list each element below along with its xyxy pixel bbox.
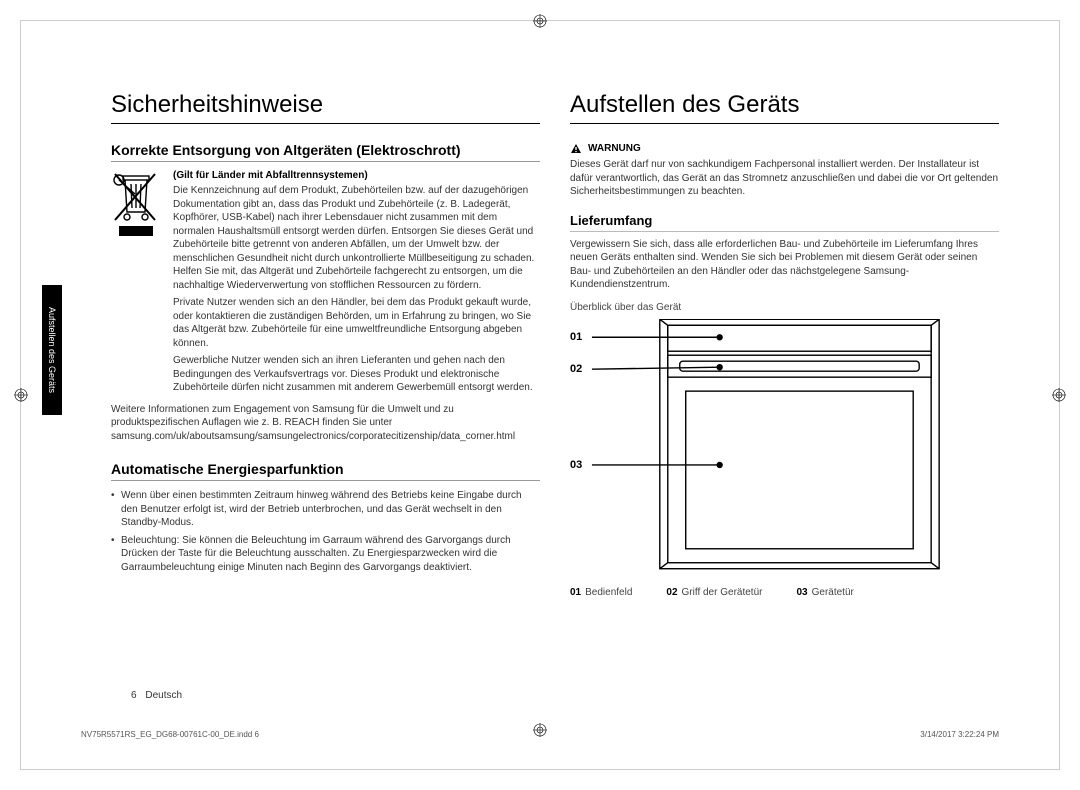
heading-setup: Aufstellen des Geräts: [570, 91, 999, 124]
overview-label: Überblick über das Gerät: [570, 302, 999, 313]
print-stamp: 3/14/2017 3:22:24 PM: [920, 730, 999, 739]
heading-safety: Sicherheitshinweise: [111, 91, 540, 124]
callout-02: 02: [570, 363, 582, 375]
weee-icon: [111, 170, 161, 245]
section-tab-label: Aufstellen des Geräts: [47, 307, 57, 393]
reg-mark-left: [14, 388, 28, 402]
print-file: NV75R5571RS_EG_DG68-00761C-00_DE.indd 6: [81, 730, 259, 739]
diagram-legend: 01Bedienfeld 02Griff der Gerätetür 03Ger…: [570, 587, 999, 598]
warning-row: WARNUNG: [570, 142, 999, 154]
warning-label: WARNUNG: [588, 143, 641, 154]
left-column: Sicherheitshinweise Korrekte Entsorgung …: [111, 91, 540, 661]
energy-b2: Beleuchtung: Sie können die Beleuchtung …: [111, 534, 540, 575]
more-info: Weitere Informationen zum Engagement von…: [111, 403, 540, 444]
right-column: Aufstellen des Geräts WARNUNG Dieses Ger…: [570, 91, 999, 661]
disposal-p1: Die Kennzeichnung auf dem Produkt, Zubeh…: [173, 184, 540, 292]
scope-text: Vergewissern Sie sich, dass alle erforde…: [570, 238, 999, 292]
heading-energy: Automatische Energiesparfunktion: [111, 461, 540, 481]
oven-diagram: 01 02 03: [570, 319, 999, 579]
disposal-p3: Gewerbliche Nutzer wenden sich an ihren …: [173, 354, 540, 395]
disposal-text: (Gilt für Länder mit Abfalltrennsystemen…: [173, 170, 540, 395]
page-number: 6: [131, 690, 137, 701]
warning-icon: [570, 142, 582, 154]
content-columns: Sicherheitshinweise Korrekte Entsorgung …: [21, 21, 1059, 661]
disposal-p2: Private Nutzer wenden sich an den Händle…: [173, 296, 540, 350]
legend-item-02: 02Griff der Gerätetür: [666, 587, 762, 598]
heading-disposal: Korrekte Entsorgung von Altgeräten (Elek…: [111, 142, 540, 162]
warning-text: Dieses Gerät darf nur von sachkundigem F…: [570, 158, 999, 199]
page-footer: 6 Deutsch: [131, 690, 182, 701]
reg-mark-right: [1052, 388, 1066, 402]
energy-b1: Wenn über einen bestimmten Zeitraum hinw…: [111, 489, 540, 530]
page-lang: Deutsch: [145, 690, 182, 701]
reg-mark-bottom: [533, 723, 547, 742]
disposal-block: (Gilt für Länder mit Abfalltrennsystemen…: [111, 170, 540, 395]
section-tab: Aufstellen des Geräts: [42, 285, 62, 415]
oven-svg: [570, 319, 999, 579]
heading-scope: Lieferumfang: [570, 213, 999, 232]
callout-01: 01: [570, 331, 582, 343]
disposal-note: (Gilt für Länder mit Abfalltrennsystemen…: [173, 170, 540, 181]
reg-mark-top: [533, 14, 547, 28]
callout-03: 03: [570, 459, 582, 471]
legend-item-03: 03Gerätetür: [796, 587, 853, 598]
legend-item-01: 01Bedienfeld: [570, 587, 632, 598]
page-frame: Aufstellen des Geräts Sicherheitshinweis…: [20, 20, 1060, 770]
energy-list: Wenn über einen bestimmten Zeitraum hinw…: [111, 489, 540, 574]
